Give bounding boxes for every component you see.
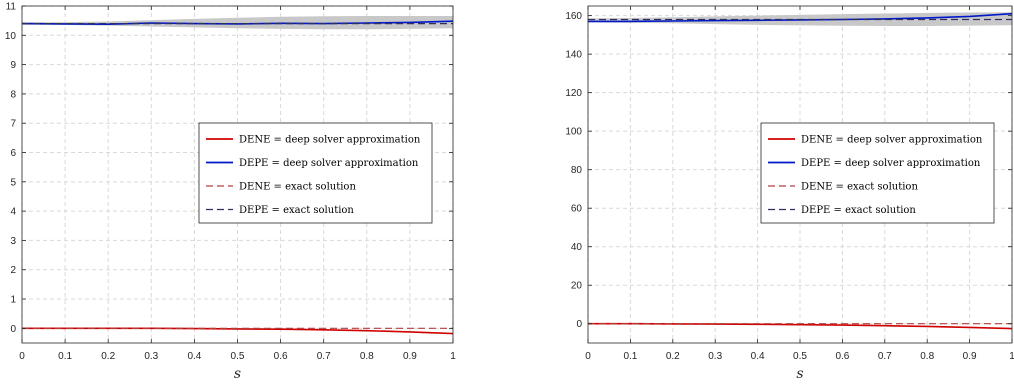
y-tick-label: 2 [10,265,16,276]
confidence-band [22,16,453,30]
x-tick-label: 0.3 [708,351,722,362]
x-tick-label: 0.8 [920,351,934,362]
x-tick-label: 0.9 [963,351,977,362]
y-tick-label: 120 [565,88,582,99]
legend-box [760,122,995,224]
legend: DENE = deep solver approximation DEPE = d… [198,122,433,224]
x-tick-label: 0.9 [403,351,417,362]
y-tick-label: 40 [571,242,583,253]
x-tick-label: 0.4 [751,351,765,362]
x-tick-label: 0.5 [231,351,245,362]
x-tick-label: 0.4 [187,351,201,362]
legend-label-4: DEPE = exact solution [239,205,354,216]
y-tick-label: 8 [10,89,16,100]
x-axis-label: s [234,366,241,382]
plot-content [588,12,1012,330]
y-tick-label: 0 [10,324,16,335]
y-tick-label: 1 [10,295,16,306]
y-tick-label: 0 [576,319,582,330]
x-tick-label: 0.2 [666,351,680,362]
chart-panel-1: 0 0.1 0.2 0.3 0.4 0.5 0.6 0.7 0.8 0.9 101234567891… [5,2,456,383]
legend-label-1: DENE = deep solver approximation [801,135,983,146]
y-tick-label: 7 [10,119,16,130]
plot-content [22,16,453,335]
legend: DENE = deep solver approximation DEPE = d… [760,122,995,224]
x-tick-label: 0.1 [58,351,72,362]
y-tick-label: 20 [571,281,583,292]
y-tick-label: 100 [565,127,582,138]
y-tick-label: 60 [571,204,583,215]
y-tick-label: 6 [10,148,16,159]
x-tick-label: 0 [19,351,25,362]
legend-label-2: DEPE = deep solver approximation [801,158,981,169]
legend-label-3: DENE = exact solution [239,182,356,193]
y-tick-label: 10 [5,31,17,42]
y-tick-label: 9 [10,60,16,71]
x-tick-label: 0.7 [317,351,331,362]
x-tick-label: 1 [450,351,456,362]
y-tick-label: 11 [6,2,17,13]
chart-panel-2: 0 0.1 0.2 0.3 0.4 0.5 0.6 0.7 0.8 0.9 1 0 20 40 60 80 10… [565,5,1014,382]
x-tick-label: 1 [1009,351,1014,362]
y-tick-label: 3 [10,236,16,247]
legend-label-2: DEPE = deep solver approximation [239,158,419,169]
x-tick-label: 0.6 [274,351,288,362]
x-tick-label: 0.3 [144,351,158,362]
x-tick-label: 0.2 [101,351,115,362]
x-tick-label: 0.5 [793,351,807,362]
x-tick-label: 0.8 [360,351,374,362]
y-tick-label: 4 [10,207,16,218]
y-tick-label: 80 [571,165,583,176]
x-tick-label: 0 [585,351,591,362]
y-tick-label: 5 [10,177,16,188]
legend-label-4: DEPE = exact solution [801,205,916,216]
x-tick-label: 0.6 [835,351,849,362]
x-axis-label: s [796,366,803,382]
y-tick-label: 160 [565,11,582,22]
legend-label-1: DENE = deep solver approximation [239,135,421,146]
x-tick-label: 0.7 [878,351,892,362]
y-tick-label: 140 [565,50,582,61]
legend-label-3: DENE = exact solution [801,182,918,193]
legend-box [198,122,433,224]
x-tick-label: 0.1 [623,351,637,362]
